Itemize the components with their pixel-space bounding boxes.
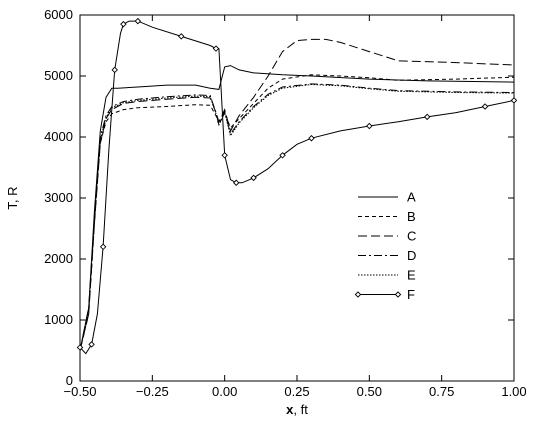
legend-item-a: A (358, 190, 416, 205)
y-tick-label: 0 (66, 373, 73, 388)
plot-frame (79, 14, 515, 382)
series-f-marker (423, 113, 431, 121)
series-f-marker (76, 344, 84, 351)
legend-item-f: F (354, 287, 415, 302)
x-axis-label: x, ft (286, 402, 308, 417)
series-f-marker (212, 45, 220, 52)
series-f-marker (481, 103, 489, 110)
series-f-marker (221, 152, 228, 159)
x-tick-label: 0.50 (357, 384, 382, 399)
y-tick-label: 1000 (44, 312, 73, 327)
axis-tick-labels: −0.50 −0.25 0.00 0.25 0.50 0.75 1.00 0 1000 2000 3… (44, 7, 527, 399)
series-f-marker (120, 20, 127, 28)
series-e (79, 83, 515, 351)
x-tick-label: 0.75 (429, 384, 454, 399)
series-a (79, 65, 515, 351)
legend-label-d: D (407, 248, 416, 263)
series-c-line (79, 38, 515, 351)
series-f (76, 17, 518, 355)
x-tick-label: 0.25 (284, 384, 309, 399)
series-f-marker (250, 174, 257, 182)
x-tick-label: −0.25 (136, 384, 169, 399)
y-tick-label: 4000 (44, 129, 73, 144)
legend-item-e: E (358, 268, 416, 283)
series-f-marker (99, 243, 107, 251)
series-f-marker (178, 33, 185, 40)
series-f-marker (134, 17, 142, 25)
series-lines (76, 17, 518, 355)
legend-label-b: B (407, 209, 416, 224)
x-tick-label: 0.00 (212, 384, 237, 399)
series-c (79, 38, 515, 351)
legend-label-c: C (407, 229, 416, 244)
series-f-marker (233, 179, 240, 186)
x-axis-label-unit: , ft (293, 402, 308, 417)
legend-marker-f (394, 291, 402, 298)
y-tick-label: 5000 (44, 68, 73, 83)
series-d-line (79, 83, 515, 351)
x-axis-label-bold: x (286, 402, 294, 417)
legend-label-e: E (407, 268, 416, 283)
y-axis-label: T, R (5, 186, 20, 209)
series-e-line (79, 83, 515, 351)
series-b-line (79, 74, 515, 351)
series-f-marker (308, 134, 315, 142)
series-d (79, 83, 515, 351)
series-b (79, 74, 515, 351)
legend-marker-f (354, 291, 362, 298)
axis-ticks (79, 14, 515, 382)
legend-item-c: C (358, 229, 416, 244)
legend-label-a: A (407, 190, 416, 205)
series-f-line (79, 20, 515, 355)
series-f-marker (366, 122, 373, 130)
legend-item-d: D (358, 248, 416, 263)
series-f-marker (510, 97, 518, 104)
y-tick-label: 2000 (44, 251, 73, 266)
legend-item-b: B (358, 209, 416, 224)
series-a-line (79, 65, 515, 351)
series-f-marker (279, 152, 286, 159)
series-f-marker (88, 341, 95, 348)
y-tick-label: 6000 (44, 7, 73, 22)
x-tick-label: −0.50 (64, 384, 97, 399)
y-tick-label: 3000 (44, 190, 73, 205)
x-tick-label: 1.00 (501, 384, 526, 399)
legend-label-f: F (407, 287, 415, 302)
series-f-marker (111, 66, 118, 74)
